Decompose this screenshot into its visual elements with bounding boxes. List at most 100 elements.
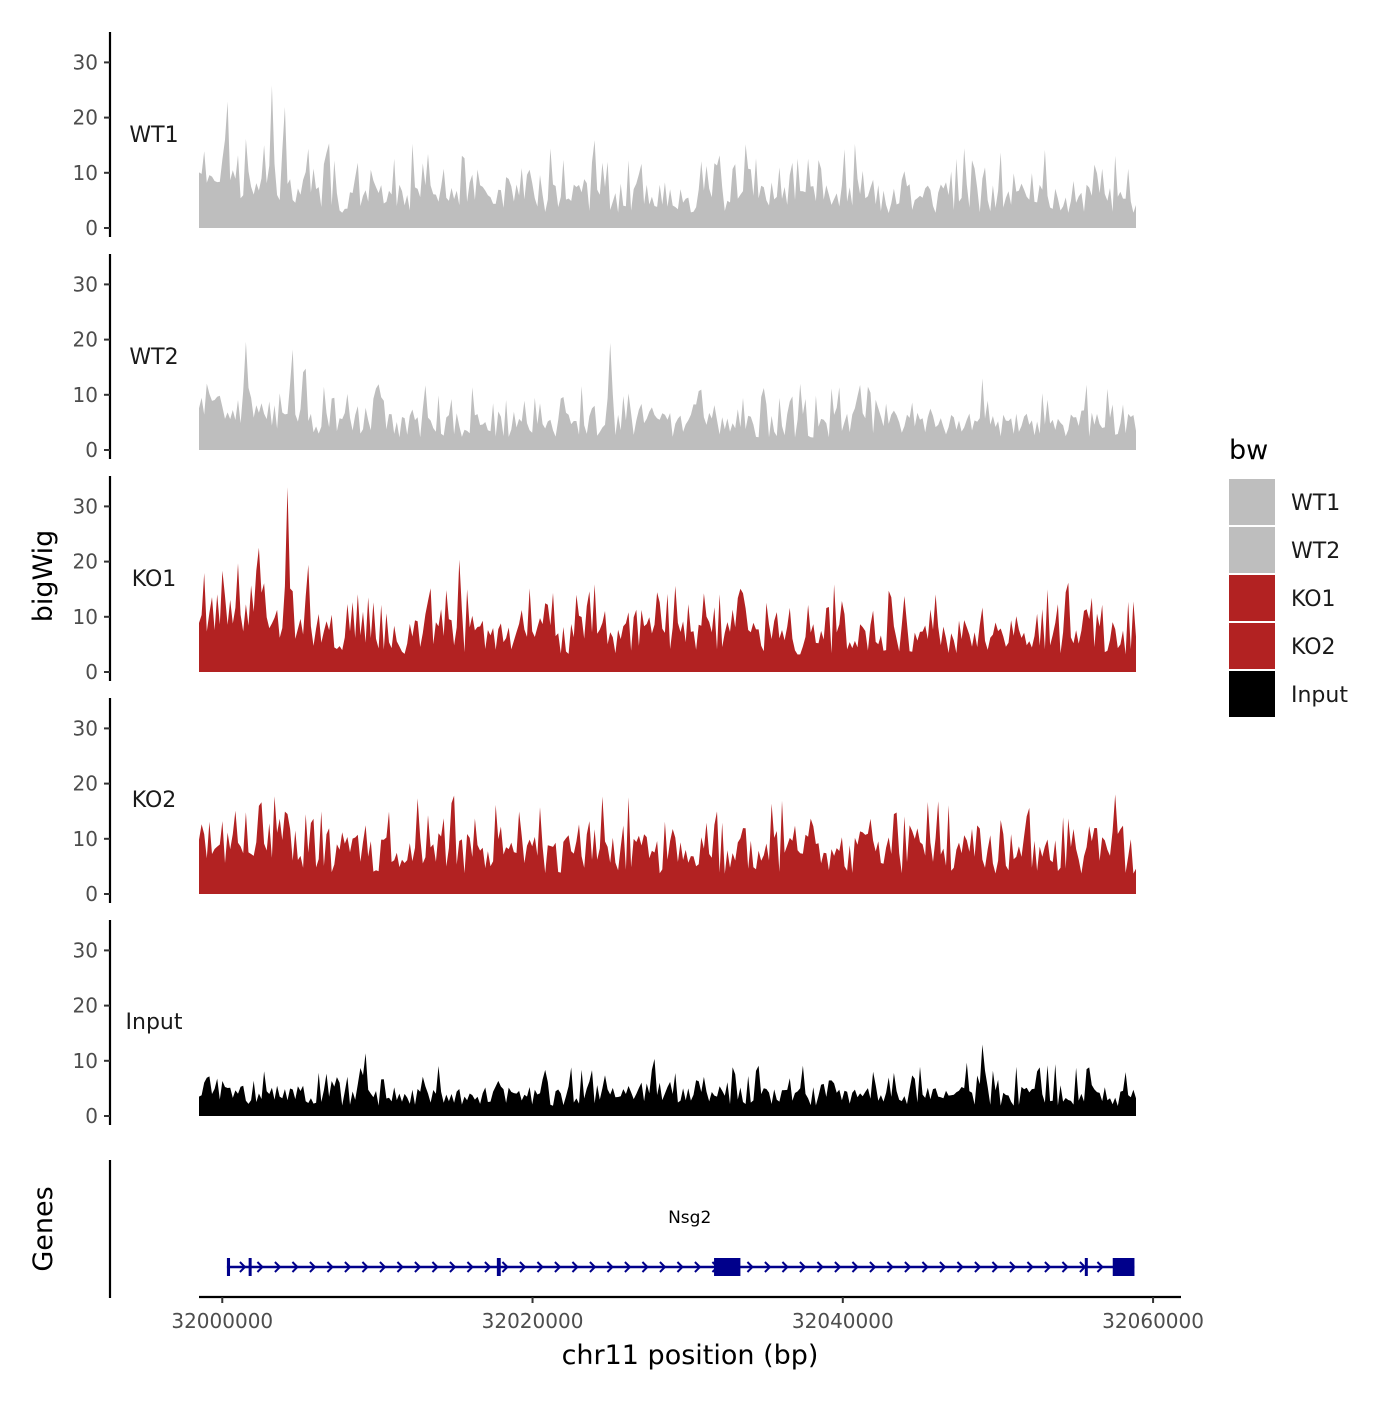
y-tick-label: 30 <box>73 272 98 296</box>
y-tick-label: 20 <box>73 106 98 130</box>
strand-arrow-icon <box>361 1261 369 1273</box>
y-tick-label: 20 <box>73 550 98 574</box>
strand-arrow-icon <box>834 1261 842 1273</box>
strand-arrow-icon <box>886 1261 894 1273</box>
strand-arrow-icon <box>449 1261 457 1273</box>
x-axis-title: chr11 position (bp) <box>562 1340 819 1371</box>
strand-arrow-icon <box>519 1261 527 1273</box>
track-ko1: 0 10 20 30 KO1 <box>73 476 1136 684</box>
legend-key-input <box>1229 671 1275 717</box>
strand-arrow-icon <box>1026 1261 1034 1273</box>
strand-arrow-icon <box>571 1261 579 1273</box>
legend-label-ko1: KO1 <box>1291 587 1336 612</box>
y-tick-label: 10 <box>73 383 98 407</box>
y-tick-label: 0 <box>85 438 98 462</box>
y-tick-label: 0 <box>85 882 98 906</box>
strand-arrow-icon <box>939 1261 947 1273</box>
gene-exon <box>1112 1258 1135 1276</box>
track-ko2: 0 10 20 30 KO2 <box>73 698 1136 906</box>
strand-arrow-icon <box>781 1261 789 1273</box>
legend: bw WT1 WT2 KO1 KO2 Input <box>1229 435 1348 717</box>
strand-arrow-icon <box>921 1261 929 1273</box>
signal-area-wt2 <box>199 341 1136 450</box>
gene-exon <box>248 1258 252 1276</box>
y-tick-label: 30 <box>73 938 98 962</box>
legend-key-wt2 <box>1229 527 1275 573</box>
strand-arrow-icon <box>851 1261 859 1273</box>
signal-area-ko2 <box>199 794 1136 894</box>
gene-exon <box>496 1258 501 1276</box>
legend-label-wt2: WT2 <box>1291 539 1340 564</box>
strand-arrow-icon <box>869 1261 877 1273</box>
strand-arrow-icon <box>536 1261 544 1273</box>
strand-arrow-icon <box>466 1261 474 1273</box>
strand-arrow-icon <box>974 1261 982 1273</box>
strand-arrow-icon <box>676 1261 684 1273</box>
y-tick-label: 10 <box>73 161 98 185</box>
legend-title: bw <box>1229 435 1268 466</box>
strand-arrow-icon <box>746 1261 754 1273</box>
genes-axis-title: Genes <box>28 1186 59 1271</box>
strand-arrow-icon <box>414 1261 422 1273</box>
tracks-layer: 0 10 20 30 WT1 0 10 20 30 WT2 0 10 20 30 KO1 0 10 20 30 KO2… <box>73 32 1136 1128</box>
strand-arrow-icon <box>1044 1261 1052 1273</box>
gene-name-label: Nsg2 <box>668 1208 711 1228</box>
x-tick-label: 32040000 <box>792 1309 894 1333</box>
strand-arrow-icon <box>344 1261 352 1273</box>
strand-arrow-icon <box>291 1261 299 1273</box>
gene-exon <box>1084 1258 1088 1276</box>
strand-arrow-icon <box>326 1261 334 1273</box>
legend-key-wt1 <box>1229 479 1275 525</box>
signal-area-wt1 <box>199 85 1136 228</box>
y-tick-label: 20 <box>73 328 98 352</box>
y-tick-label: 20 <box>73 772 98 796</box>
y-tick-label: 0 <box>85 1104 98 1128</box>
strand-arrow-icon <box>484 1261 492 1273</box>
y-tick-label: 30 <box>73 716 98 740</box>
strand-arrow-icon <box>1096 1261 1104 1273</box>
y-tick-label: 30 <box>73 50 98 74</box>
legend-label-ko2: KO2 <box>1291 635 1336 660</box>
x-axis: 32000000 32020000 32040000 32060000 <box>171 1295 1204 1333</box>
strand-arrow-icon <box>991 1261 999 1273</box>
y-tick-label: 10 <box>73 605 98 629</box>
track-input: 0 10 20 30 Input <box>73 920 1136 1128</box>
gene-exon <box>714 1258 741 1276</box>
strand-arrow-icon <box>274 1261 282 1273</box>
strand-arrow-icon <box>694 1261 702 1273</box>
legend-key-ko1 <box>1229 575 1275 621</box>
legend-label-input: Input <box>1291 683 1348 708</box>
strand-arrow-icon <box>904 1261 912 1273</box>
y-axis-title: bigWig <box>28 530 59 623</box>
strand-arrow-icon <box>624 1261 632 1273</box>
y-tick-label: 10 <box>73 827 98 851</box>
strand-arrow-icon <box>659 1261 667 1273</box>
strand-arrow-icon <box>554 1261 562 1273</box>
track-wt1: 0 10 20 30 WT1 <box>73 32 1136 240</box>
x-tick-label: 32020000 <box>482 1309 584 1333</box>
strand-arrow-icon <box>799 1261 807 1273</box>
y-tick-label: 0 <box>85 216 98 240</box>
y-tick-label: 30 <box>73 494 98 518</box>
legend-label-wt1: WT1 <box>1291 491 1340 516</box>
strand-arrow-icon <box>1061 1261 1069 1273</box>
track-label-ko2: KO2 <box>132 788 177 813</box>
strand-arrow-icon <box>1009 1261 1017 1273</box>
track-wt2: 0 10 20 30 WT2 <box>73 254 1136 462</box>
strand-arrow-icon <box>396 1261 404 1273</box>
legend-key-ko2 <box>1229 623 1275 669</box>
strand-arrow-icon <box>431 1261 439 1273</box>
y-tick-label: 0 <box>85 660 98 684</box>
strand-arrow-icon <box>309 1261 317 1273</box>
track-label-wt2: WT2 <box>129 345 178 370</box>
gene-track: Nsg2 <box>108 1160 1135 1298</box>
y-tick-label: 10 <box>73 1049 98 1073</box>
strand-arrow-icon <box>589 1261 597 1273</box>
strand-arrow-icon <box>256 1261 264 1273</box>
strand-arrow-icon <box>606 1261 614 1273</box>
strand-arrow-icon <box>379 1261 387 1273</box>
strand-arrow-icon <box>501 1261 509 1273</box>
track-label-ko1: KO1 <box>132 567 177 592</box>
